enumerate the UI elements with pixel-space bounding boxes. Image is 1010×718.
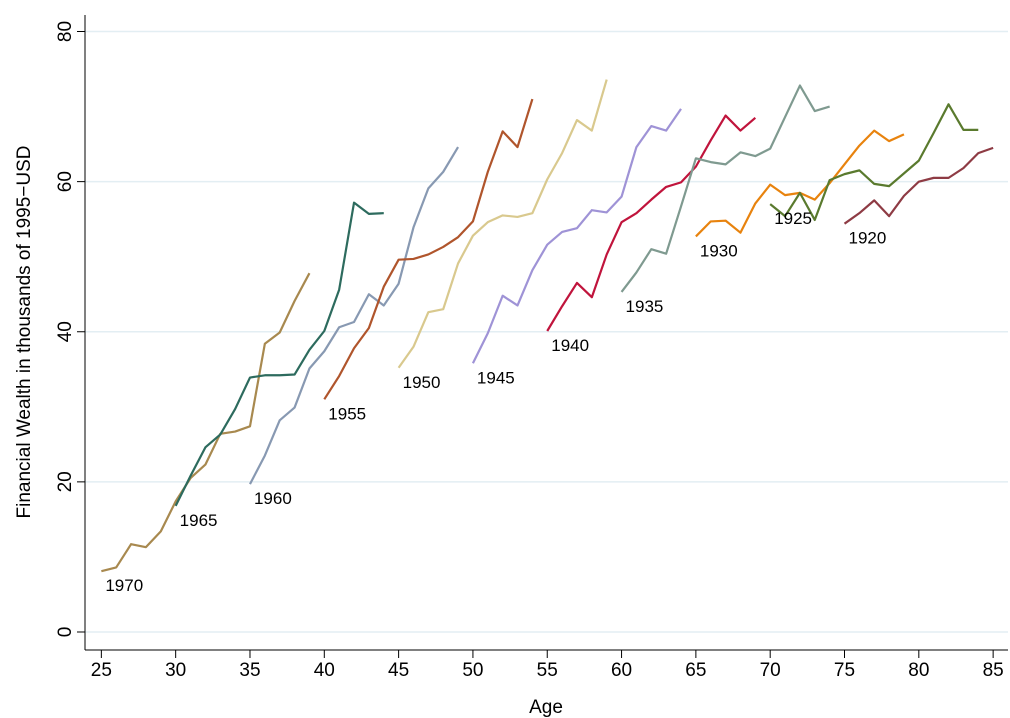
- y-tick-label: 20: [55, 471, 76, 492]
- x-tick-label: 25: [91, 660, 112, 681]
- series-line: [323, 98, 534, 400]
- series-line: [471, 108, 682, 364]
- x-tick-label: 40: [314, 660, 335, 681]
- series-label: 1965: [180, 511, 218, 530]
- y-axis-title: Financial Wealth in thousands of 1995−US…: [14, 145, 35, 518]
- y-tick-label: 0: [55, 627, 76, 638]
- series-label: 1930: [700, 241, 738, 260]
- series-line: [249, 146, 460, 485]
- series-line: [174, 201, 384, 507]
- x-tick-label: 50: [462, 660, 483, 681]
- series-line: [843, 146, 994, 225]
- series-label: 1920: [849, 229, 887, 248]
- x-axis-title: Age: [529, 697, 563, 718]
- series-line: [620, 84, 830, 293]
- x-tick-label: 80: [908, 660, 929, 681]
- x-tick-label: 85: [983, 660, 1004, 681]
- x-tick-label: 55: [537, 660, 558, 681]
- series-label: 1940: [551, 336, 589, 355]
- x-tick-label: 65: [685, 660, 706, 681]
- x-tick-label: 70: [760, 660, 781, 681]
- x-tick-label: 60: [611, 660, 632, 681]
- x-tick-label: 75: [834, 660, 855, 681]
- y-tick-label: 80: [55, 21, 76, 42]
- series-line: [101, 272, 311, 573]
- series-line: [397, 79, 608, 369]
- y-tick-label: 40: [55, 321, 76, 342]
- series-label: 1955: [328, 404, 366, 423]
- x-tick-label: 30: [165, 660, 186, 681]
- x-tick-label: 45: [388, 660, 409, 681]
- series-line: [546, 114, 757, 332]
- y-tick-label: 60: [55, 171, 76, 192]
- series-label: 1945: [477, 368, 515, 387]
- series-line: [769, 103, 979, 222]
- series-label: 1950: [403, 373, 441, 392]
- series-label: 1925: [774, 209, 812, 228]
- x-tick-label: 35: [239, 660, 260, 681]
- series-label: 1935: [626, 297, 664, 316]
- series-label: 1960: [254, 489, 292, 508]
- series-label: 1970: [105, 576, 143, 595]
